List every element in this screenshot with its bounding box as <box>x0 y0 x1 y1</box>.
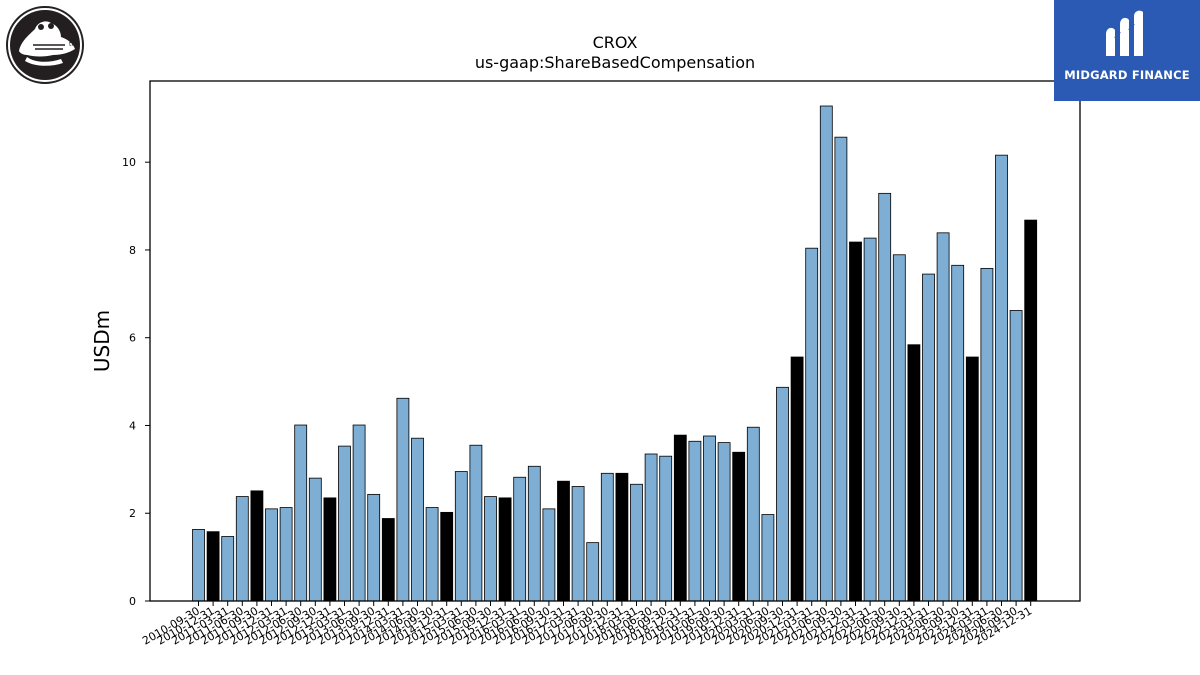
y-tick-label: 10 <box>122 156 136 169</box>
trademark-mark: tm <box>69 41 77 48</box>
bar-2022-12-31 <box>907 344 921 602</box>
bar-2012-12-31 <box>323 497 337 602</box>
brand-logo: MIDGARD FINANCE <box>1054 0 1200 101</box>
bar-2022-03-31 <box>863 237 877 602</box>
bar-2018-09-30 <box>659 455 673 602</box>
bar-2019-03-31 <box>688 440 702 602</box>
bar-2012-03-31 <box>279 507 293 602</box>
bars-group <box>192 105 1038 602</box>
bar-2016-03-31 <box>513 476 527 602</box>
bar-2013-03-31 <box>338 445 351 602</box>
bar-2018-12-31 <box>673 434 687 602</box>
bar-2014-03-31 <box>396 397 410 602</box>
bar-2019-12-31 <box>732 451 746 602</box>
bar-2016-12-31 <box>557 480 570 602</box>
bar-2022-09-30 <box>892 254 906 602</box>
bar-2010-12-31 <box>206 531 220 602</box>
bar-2010-09-30 <box>192 529 205 602</box>
y-tick-label: 4 <box>129 419 136 432</box>
bar-2011-03-31 <box>221 536 235 602</box>
bar-2018-03-31 <box>630 483 643 602</box>
bar-2022-06-30 <box>878 192 892 602</box>
y-tick-label: 0 <box>129 595 136 608</box>
bar-2015-12-31 <box>498 497 512 602</box>
bar-2013-06-30 <box>352 424 366 602</box>
bar-2019-09-30 <box>717 442 731 602</box>
bar-2020-12-31 <box>790 356 804 602</box>
bar-2012-09-30 <box>308 477 322 602</box>
bar-2014-12-31 <box>440 511 454 602</box>
bar-2013-12-31 <box>381 518 395 602</box>
bar-2020-06-30 <box>761 514 775 602</box>
bar-2019-06-30 <box>703 435 716 602</box>
bar-2016-06-30 <box>527 465 541 602</box>
bar-2013-09-30 <box>367 493 381 602</box>
bar-2016-09-30 <box>542 508 556 602</box>
crocodile-logo-icon: tm <box>6 6 84 84</box>
bar-2023-06-30 <box>936 232 950 602</box>
plot-frame <box>149 80 1081 602</box>
bar-2021-03-31 <box>805 247 819 602</box>
bar-2020-03-31 <box>746 426 760 602</box>
bar-2015-09-30 <box>484 496 497 602</box>
bar-2012-06-30 <box>294 424 308 602</box>
bar-2017-12-31 <box>615 472 629 602</box>
bar-2017-03-31 <box>571 486 585 602</box>
bar-2024-09-30 <box>1009 310 1023 602</box>
bar-2017-06-30 <box>586 542 600 602</box>
bar-2015-03-31 <box>454 471 468 602</box>
y-axis-label: USDm <box>90 310 114 372</box>
y-axis: 0 2 4 6 8 10 <box>122 156 150 608</box>
bar-2024-03-31 <box>980 267 994 602</box>
midgard-finance-logo-icon <box>1106 10 1143 56</box>
x-axis: 2010-09-302010-12-312011-03-312011-06-30… <box>140 601 1034 648</box>
bar-2023-03-31 <box>922 273 935 602</box>
bar-2015-06-30 <box>469 444 483 602</box>
bar-2017-09-30 <box>600 472 614 602</box>
company-logo: tm <box>5 5 85 89</box>
bar-2024-12-31 <box>1024 219 1038 602</box>
bar-2023-09-30 <box>951 264 965 602</box>
bar-2021-09-30 <box>834 136 848 602</box>
bar-2020-09-30 <box>776 386 789 602</box>
bar-2018-06-30 <box>644 453 658 602</box>
brand-name: MIDGARD FINANCE <box>1064 68 1190 82</box>
bar-2023-12-31 <box>965 356 979 602</box>
chart-subtitle: us-gaap:ShareBasedCompensation <box>475 53 755 72</box>
bar-2014-06-30 <box>411 437 424 602</box>
bar-2011-12-31 <box>265 508 278 602</box>
bar-2011-09-30 <box>250 490 264 602</box>
bar-2024-06-30 <box>995 154 1008 602</box>
bar-2021-06-30 <box>819 105 833 602</box>
y-tick-label: 8 <box>129 244 136 257</box>
bar-2014-09-30 <box>425 507 439 602</box>
y-tick-label: 2 <box>129 507 136 520</box>
bar-2021-12-31 <box>849 241 862 602</box>
y-tick-label: 6 <box>129 332 136 345</box>
chart-title: CROX <box>593 33 638 52</box>
bar-2011-06-30 <box>235 496 249 602</box>
